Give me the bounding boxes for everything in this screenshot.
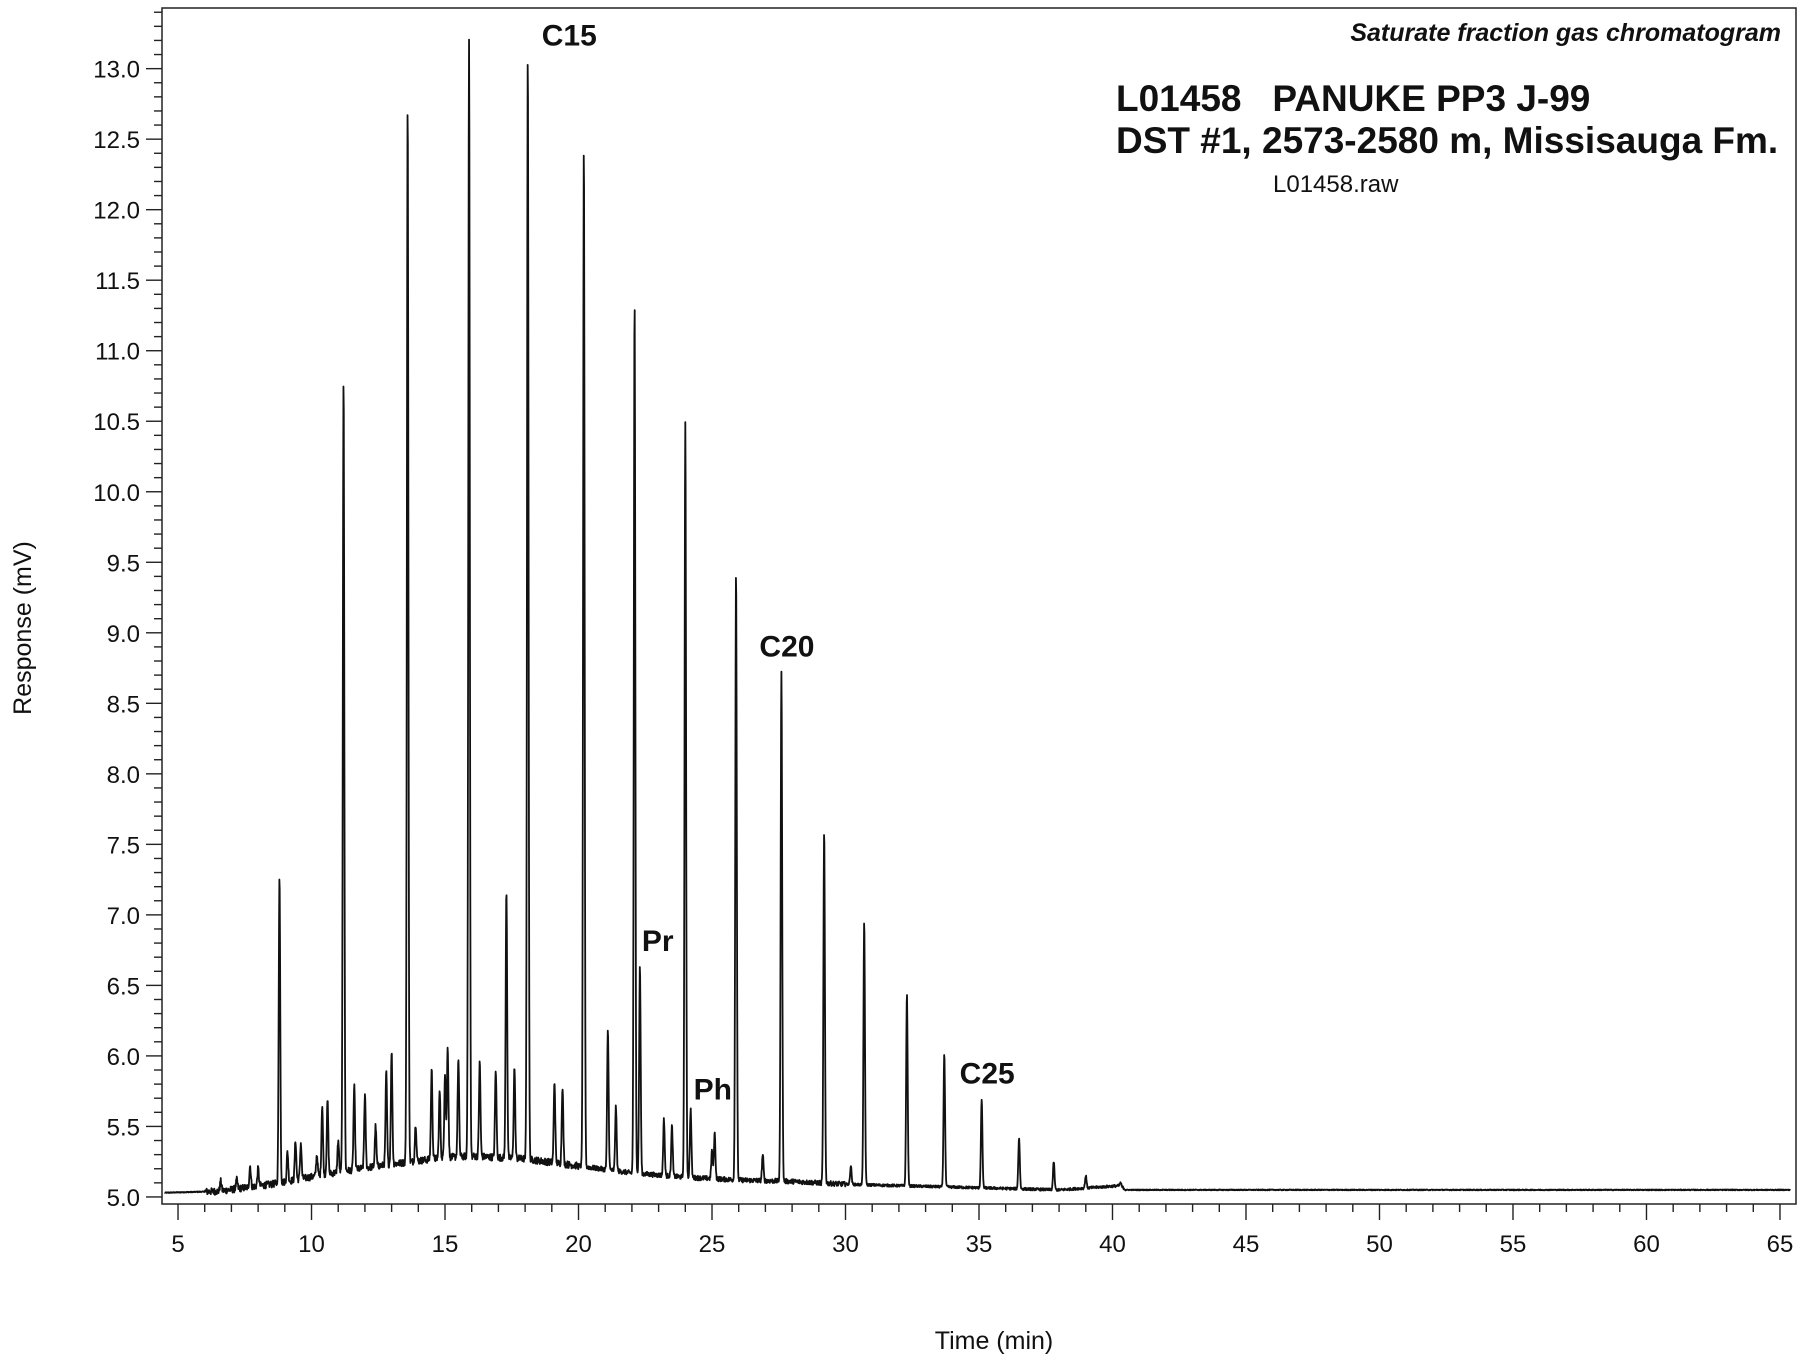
y-tick-label: 8.0 (107, 762, 140, 789)
y-axis-title: Response (mV) (9, 541, 37, 715)
y-tick-label: 6.0 (107, 1044, 140, 1071)
axis-ticks (146, 11, 1781, 1220)
y-tick-label: 10.5 (93, 409, 140, 436)
x-tick-label: 65 (1767, 1231, 1794, 1258)
y-tick-label: 7.5 (107, 832, 140, 859)
x-tick-label: 40 (1099, 1231, 1126, 1258)
y-tick-label: 9.0 (107, 621, 140, 648)
peak-label-pr: Pr (642, 925, 674, 958)
x-tick-label: 35 (966, 1231, 993, 1258)
y-tick-label: 12.5 (93, 127, 140, 154)
x-tick-label: 25 (699, 1231, 726, 1258)
y-tick-label: 9.5 (107, 550, 140, 577)
x-tick-label: 55 (1500, 1231, 1527, 1258)
y-tick-label: 12.0 (93, 198, 140, 225)
x-tick-label: 45 (1233, 1231, 1260, 1258)
y-tick-label: 11.0 (95, 339, 140, 366)
peak-label-c20: C20 (759, 630, 814, 663)
chart-title: Saturate fraction gas chromatogram (1350, 19, 1781, 47)
x-tick-labels: 5 10 15 20 25 30 35 40 45 50 55 60 65 (171, 1231, 1793, 1258)
y-tick-label: 8.5 (107, 691, 140, 718)
x-axis-title: Time (min) (935, 1327, 1054, 1355)
chromatogram-trace (164, 38, 1791, 1196)
sample-id-line: L01458 PANUKE PP3 J-99 (1116, 78, 1590, 119)
peak-label-ph: Ph (694, 1074, 732, 1107)
x-tick-label: 15 (432, 1231, 459, 1258)
x-tick-label: 30 (832, 1231, 859, 1258)
peak-label-c15: C15 (542, 20, 597, 53)
x-tick-label: 50 (1366, 1231, 1393, 1258)
y-tick-label: 5.5 (107, 1114, 140, 1141)
y-tick-labels: 5.0 5.5 6.0 6.5 7.0 7.5 8.0 8.5 9.0 9.5 10.0 10.5 11… (93, 57, 140, 1212)
y-tick-label: 11.5 (95, 268, 140, 295)
x-tick-label: 20 (565, 1231, 592, 1258)
raw-file-name: L01458.raw (1273, 171, 1399, 198)
y-tick-label: 5.0 (107, 1185, 140, 1212)
y-tick-label: 13.0 (93, 57, 140, 84)
x-tick-label: 60 (1633, 1231, 1660, 1258)
y-tick-label: 10.0 (93, 480, 140, 507)
peak-annotations: C15 Pr Ph C20 C25 (542, 20, 1015, 1107)
sample-description-line: DST #1, 2573-2580 m, Missisauga Fm. (1116, 120, 1778, 161)
x-tick-label: 5 (171, 1231, 184, 1258)
x-tick-label: 10 (298, 1231, 325, 1258)
y-tick-label: 7.0 (107, 903, 140, 930)
peak-label-c25: C25 (960, 1058, 1015, 1091)
y-tick-label: 6.5 (107, 973, 140, 1000)
